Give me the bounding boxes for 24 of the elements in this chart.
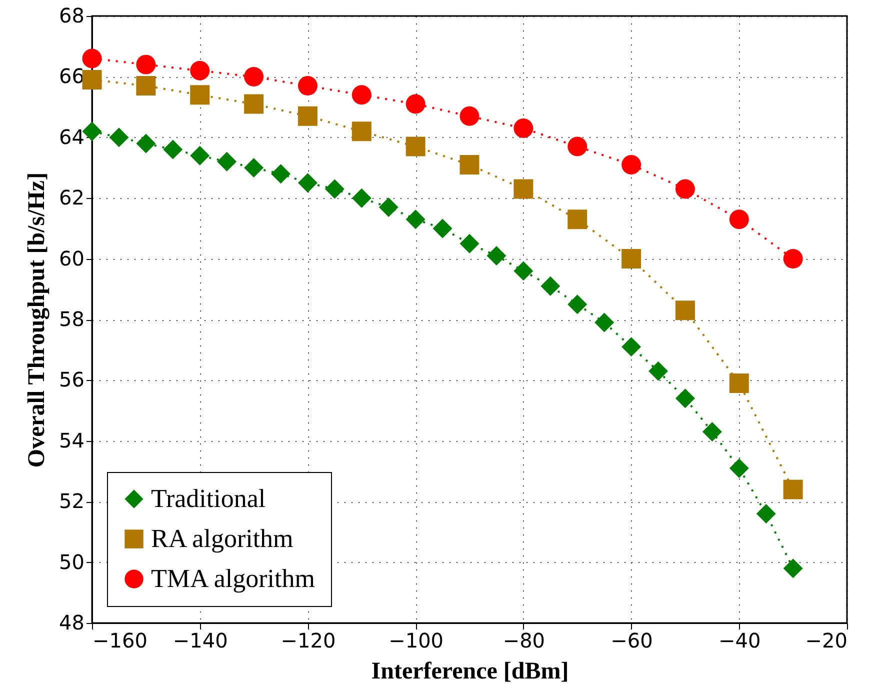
x-tick-label: −60 — [610, 628, 653, 652]
x-axis-title: Interference [dBm] — [371, 658, 569, 684]
y-tick-label: 50 — [59, 550, 84, 574]
y-tick-label: 66 — [59, 64, 84, 88]
y-tick-label: 48 — [59, 610, 84, 634]
x-tick-label: −80 — [502, 628, 546, 652]
y-tick-label: 52 — [59, 489, 84, 514]
y-tick-label: 56 — [59, 368, 84, 392]
y-tick-label: 54 — [59, 428, 84, 452]
x-tick-label: −160 — [92, 628, 148, 652]
y-tick-label: 58 — [59, 307, 84, 331]
x-tick-label: −40 — [718, 628, 761, 652]
x-tick-label: −100 — [388, 628, 444, 652]
legend-label: Traditional — [151, 484, 266, 513]
y-tick-label: 62 — [59, 186, 84, 210]
legend-label: RA algorithm — [151, 524, 294, 553]
y-tick-label: 68 — [59, 4, 84, 28]
y-tick-label: 60 — [59, 246, 84, 270]
y-axis-title: Overall Throughput [b/s/Hz] — [24, 172, 50, 468]
legend-label: TMA algorithm — [151, 564, 315, 593]
y-tick-label: 64 — [59, 124, 84, 149]
x-tick-label: −140 — [172, 628, 228, 652]
x-tick-label: −20 — [805, 628, 848, 652]
x-tick-label: −120 — [280, 628, 336, 652]
